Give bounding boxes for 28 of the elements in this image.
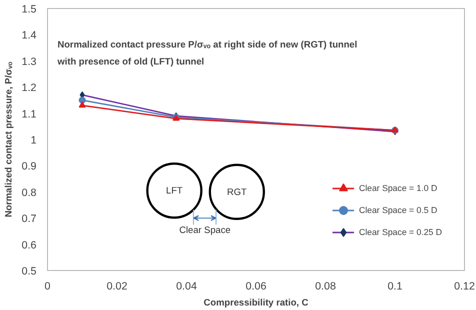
y-tick-label: 0.9: [22, 160, 37, 173]
x-tick-label: 0.08: [315, 280, 336, 292]
y-tick-label: 1: [30, 134, 37, 146]
x-tick-label: 0.12: [454, 280, 475, 292]
text: Normalized contact pressure P/σᵥₒ at right side of new (RGT) tunnel with presence of old (LFT) tunnel: [56, 40, 358, 66]
x-tick-label: 0.04: [176, 280, 197, 292]
y-tick-label: 0.7: [22, 213, 37, 226]
y-axis-title: Normalized contact pressure, P/σᵥₒ: [4, 62, 14, 218]
point: [78, 101, 86, 108]
y-tick-label: 0.5: [22, 266, 37, 278]
x-axis-title: Compressibility ratio, C: [204, 298, 309, 308]
y-tick-label: 1.1: [22, 108, 37, 120]
x-tick-label: 0.02: [106, 280, 128, 292]
y-tick-label: 1.5: [22, 4, 37, 16]
y-tick-label: 1.2: [22, 82, 37, 94]
annotation: Clear Space: [179, 224, 231, 235]
legend-label: Clear Space = 0.5 D: [359, 205, 438, 215]
x-tick-label: 0.06: [246, 280, 266, 292]
x-tick-label: 0: [44, 280, 51, 292]
y-tick-label: 1.3: [22, 56, 37, 68]
y-tick-label: 1.4: [22, 30, 37, 42]
x-tick-label: 0.1: [388, 280, 402, 292]
annotation: RGT: [227, 186, 248, 197]
y-tick-label: 0.6: [22, 239, 37, 252]
annotation: LFT: [166, 186, 183, 196]
legend-label: Clear Space = 0.25 D: [359, 227, 442, 237]
legend-label: Clear Space = 1.0 D: [359, 183, 438, 193]
y-tick-label: 0.8: [22, 186, 37, 199]
